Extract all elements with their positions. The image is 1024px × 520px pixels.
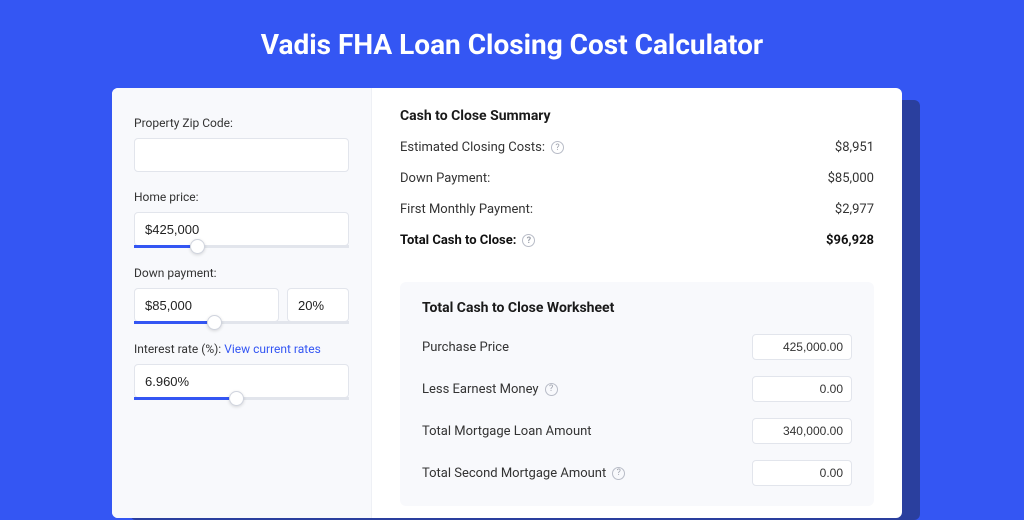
summary-label: Down Payment: bbox=[400, 171, 490, 186]
down-payment-label: Down payment: bbox=[134, 266, 349, 280]
home-price-field-group: Home price: bbox=[134, 190, 349, 248]
summary-total-label: Total Cash to Close: bbox=[400, 233, 516, 248]
summary-row-down-payment: Down Payment: $85,000 bbox=[400, 171, 874, 186]
worksheet-block: Total Cash to Close Worksheet Purchase P… bbox=[400, 282, 874, 506]
worksheet-label: Purchase Price bbox=[422, 340, 509, 355]
interest-label: Interest rate (%): View current rates bbox=[134, 342, 349, 356]
interest-label-text: Interest rate (%): bbox=[134, 342, 221, 356]
home-price-label: Home price: bbox=[134, 190, 349, 204]
down-payment-slider-fill bbox=[134, 321, 207, 324]
zip-field-group: Property Zip Code: bbox=[134, 116, 349, 172]
worksheet-input[interactable] bbox=[752, 334, 852, 360]
summary-row-monthly-payment: First Monthly Payment: $2,977 bbox=[400, 202, 874, 217]
summary-title: Cash to Close Summary bbox=[400, 108, 874, 124]
summary-value: $2,977 bbox=[835, 202, 874, 217]
home-price-slider[interactable] bbox=[134, 245, 349, 248]
worksheet-row-earnest-money: Less Earnest Money ? bbox=[422, 376, 852, 402]
help-icon[interactable]: ? bbox=[522, 234, 535, 247]
down-payment-field-group: Down payment: bbox=[134, 266, 349, 324]
interest-field-group: Interest rate (%): View current rates bbox=[134, 342, 349, 400]
worksheet-title: Total Cash to Close Worksheet bbox=[422, 300, 852, 316]
worksheet-input[interactable] bbox=[752, 418, 852, 444]
worksheet-label: Total Second Mortgage Amount bbox=[422, 466, 606, 481]
summary-block: Cash to Close Summary Estimated Closing … bbox=[400, 108, 874, 278]
view-rates-link[interactable]: View current rates bbox=[224, 342, 321, 356]
summary-total-value: $96,928 bbox=[826, 233, 874, 248]
home-price-slider-fill bbox=[134, 245, 190, 248]
down-payment-slider[interactable] bbox=[134, 321, 349, 324]
help-icon[interactable]: ? bbox=[551, 141, 564, 154]
zip-input[interactable] bbox=[134, 138, 349, 172]
down-payment-pct-input[interactable] bbox=[287, 288, 349, 322]
worksheet-row-second-mortgage: Total Second Mortgage Amount ? bbox=[422, 460, 852, 486]
summary-value: $8,951 bbox=[835, 140, 874, 155]
page-title: Vadis FHA Loan Closing Cost Calculator bbox=[0, 0, 1024, 85]
results-panel: Cash to Close Summary Estimated Closing … bbox=[372, 88, 902, 518]
home-price-input[interactable] bbox=[134, 212, 349, 246]
summary-label: Estimated Closing Costs: bbox=[400, 140, 545, 155]
summary-row-total: Total Cash to Close: ? $96,928 bbox=[400, 233, 874, 248]
home-price-slider-thumb[interactable] bbox=[190, 239, 205, 254]
down-payment-slider-thumb[interactable] bbox=[207, 315, 222, 330]
worksheet-input[interactable] bbox=[752, 460, 852, 486]
zip-label: Property Zip Code: bbox=[134, 116, 349, 130]
help-icon[interactable]: ? bbox=[545, 383, 558, 396]
calculator-card: Property Zip Code: Home price: Down paym… bbox=[112, 88, 902, 518]
help-icon[interactable]: ? bbox=[612, 467, 625, 480]
summary-row-closing-costs: Estimated Closing Costs: ? $8,951 bbox=[400, 140, 874, 155]
interest-slider[interactable] bbox=[134, 397, 349, 400]
worksheet-row-mortgage-amount: Total Mortgage Loan Amount bbox=[422, 418, 852, 444]
worksheet-label: Total Mortgage Loan Amount bbox=[422, 424, 592, 439]
interest-slider-fill bbox=[134, 397, 229, 400]
worksheet-input[interactable] bbox=[752, 376, 852, 402]
worksheet-label: Less Earnest Money bbox=[422, 382, 539, 397]
interest-slider-thumb[interactable] bbox=[229, 391, 244, 406]
input-panel: Property Zip Code: Home price: Down paym… bbox=[112, 88, 372, 518]
summary-value: $85,000 bbox=[828, 171, 874, 186]
down-payment-input[interactable] bbox=[134, 288, 279, 322]
summary-label: First Monthly Payment: bbox=[400, 202, 533, 217]
worksheet-row-purchase-price: Purchase Price bbox=[422, 334, 852, 360]
